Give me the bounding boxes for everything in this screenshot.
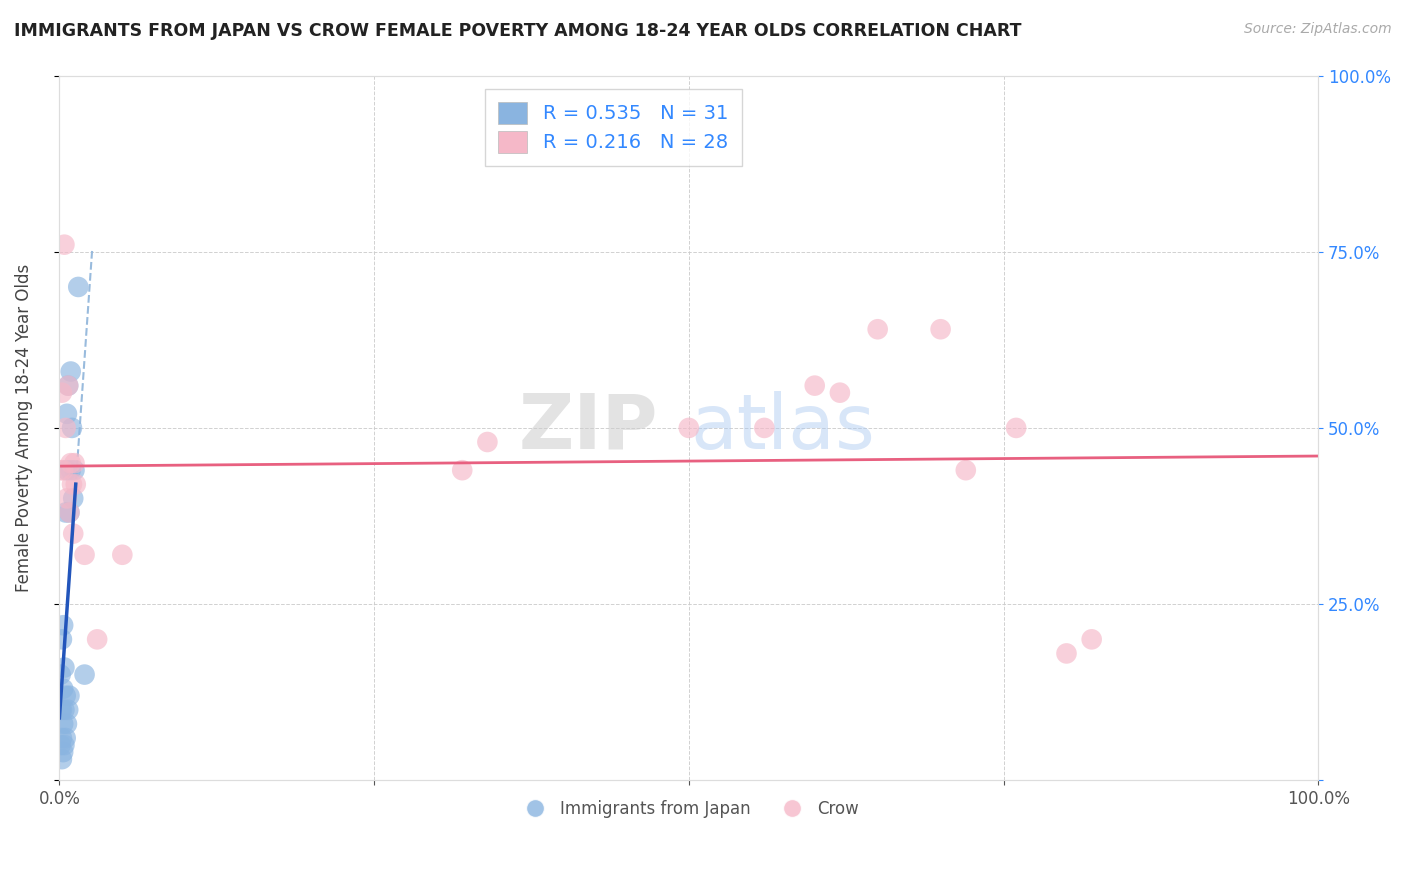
- Point: [51, 703, 73, 717]
- Point: [1005, 421, 1028, 435]
- Point: [929, 322, 952, 336]
- Point: [49, 463, 72, 477]
- Point: [56, 717, 79, 731]
- Point: [73, 667, 96, 681]
- Point: [67, 280, 90, 294]
- Point: [55, 689, 77, 703]
- Point: [60, 477, 83, 491]
- Point: [63, 456, 86, 470]
- Y-axis label: Female Poverty Among 18-24 Year Olds: Female Poverty Among 18-24 Year Olds: [15, 264, 32, 592]
- Point: [58, 378, 80, 392]
- Point: [58, 689, 80, 703]
- Point: [62, 526, 84, 541]
- Point: [58, 378, 80, 392]
- Point: [477, 435, 499, 450]
- Point: [59, 456, 82, 470]
- Point: [803, 378, 825, 392]
- Point: [52, 717, 75, 731]
- Point: [55, 506, 77, 520]
- Point: [73, 548, 96, 562]
- Point: [1080, 632, 1102, 647]
- Text: IMMIGRANTS FROM JAPAN VS CROW FEMALE POVERTY AMONG 18-24 YEAR OLDS CORRELATION C: IMMIGRANTS FROM JAPAN VS CROW FEMALE POV…: [14, 22, 1022, 40]
- Point: [1056, 647, 1078, 661]
- Point: [59, 365, 82, 379]
- Point: [52, 618, 75, 632]
- Point: [53, 237, 76, 252]
- Point: [63, 463, 86, 477]
- Point: [51, 731, 73, 745]
- Point: [86, 632, 108, 647]
- Text: ZIP: ZIP: [519, 391, 658, 465]
- Point: [56, 463, 79, 477]
- Point: [53, 660, 76, 674]
- Point: [111, 548, 134, 562]
- Point: [53, 738, 76, 752]
- Point: [52, 681, 75, 696]
- Point: [55, 421, 77, 435]
- Point: [866, 322, 889, 336]
- Point: [49, 703, 72, 717]
- Point: [65, 477, 87, 491]
- Point: [955, 463, 977, 477]
- Point: [62, 491, 84, 506]
- Point: [60, 421, 83, 435]
- Point: [55, 731, 77, 745]
- Point: [754, 421, 776, 435]
- Text: atlas: atlas: [690, 391, 876, 465]
- Point: [56, 491, 79, 506]
- Point: [52, 745, 75, 759]
- Point: [56, 407, 79, 421]
- Point: [51, 632, 73, 647]
- Legend: Immigrants from Japan, Crow: Immigrants from Japan, Crow: [512, 794, 866, 825]
- Point: [58, 703, 80, 717]
- Point: [52, 463, 75, 477]
- Point: [58, 506, 80, 520]
- Point: [451, 463, 474, 477]
- Point: [51, 752, 73, 766]
- Text: Source: ZipAtlas.com: Source: ZipAtlas.com: [1244, 22, 1392, 37]
- Point: [49, 738, 72, 752]
- Point: [58, 506, 80, 520]
- Point: [49, 667, 72, 681]
- Point: [53, 703, 76, 717]
- Point: [51, 385, 73, 400]
- Point: [678, 421, 700, 435]
- Point: [828, 385, 851, 400]
- Point: [59, 463, 82, 477]
